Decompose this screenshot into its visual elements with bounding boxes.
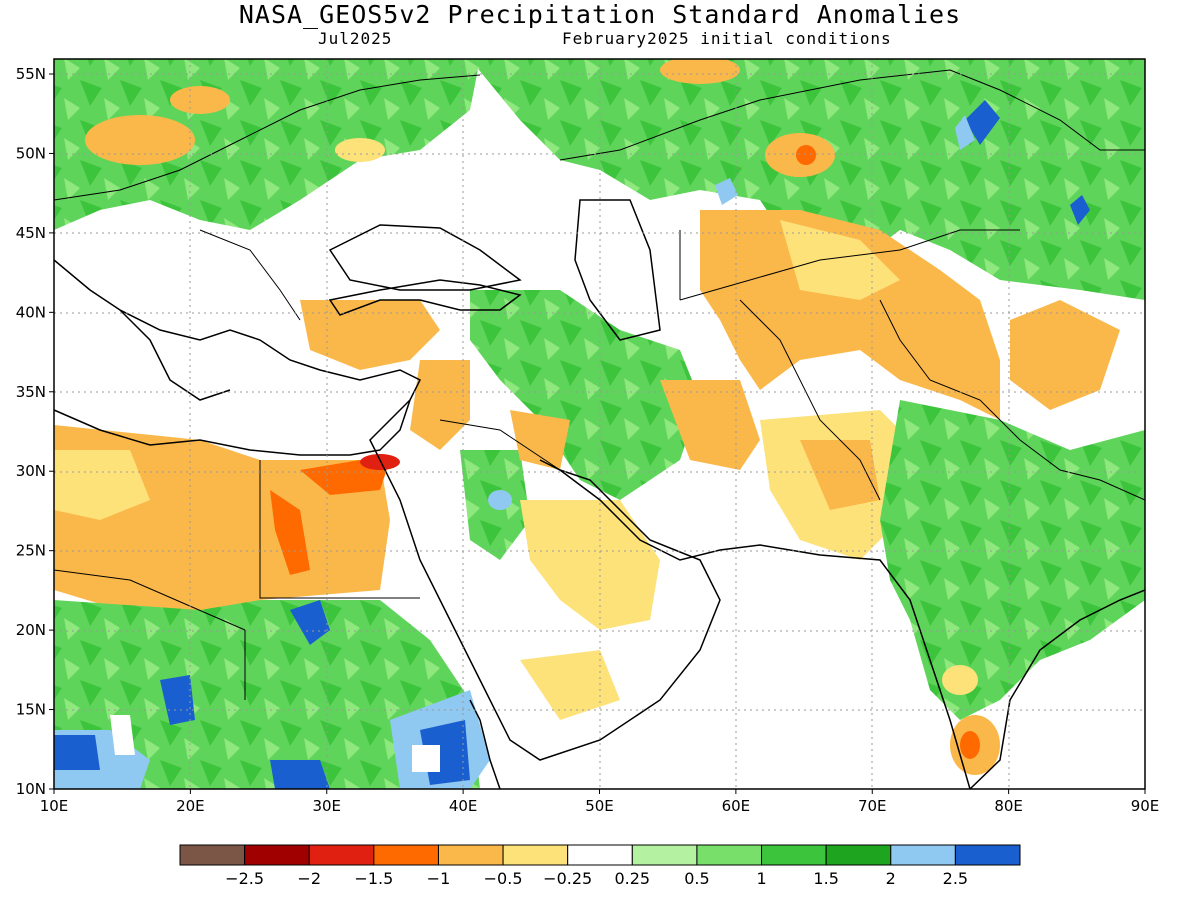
lat-tick-label: 50N	[16, 144, 46, 162]
lon-tick-label: 10E	[40, 797, 69, 815]
colorbar-label: 2.5	[943, 869, 968, 888]
latitude-axis: 10N 15N 20N 25N 30N 35N 40N 45N 50N 55N	[16, 65, 54, 798]
colorbar-swatch	[437, 844, 504, 866]
lon-tick-label: 50E	[585, 797, 614, 815]
colorbar-swatch	[502, 844, 569, 866]
colorbar-label: 1.5	[813, 869, 838, 888]
colorbar-swatch	[631, 844, 698, 866]
lat-tick-label: 30N	[16, 462, 46, 480]
colorbar: −2.5 −2 −1.5 −1 −0.5 −0.25 0.25 0.5 1 1.5 2 2.5	[179, 844, 1021, 888]
colorbar-label: −2.5	[225, 869, 264, 888]
colorbar-label: −1	[427, 869, 451, 888]
lon-tick-label: 60E	[722, 797, 751, 815]
lat-tick-label: 15N	[16, 701, 46, 719]
colorbar-label: 0.25	[614, 869, 650, 888]
colorbar-swatch	[308, 844, 375, 866]
colorbar-label: −2	[297, 869, 321, 888]
lon-tick-label: 70E	[858, 797, 887, 815]
colorbar-label: 0.5	[684, 869, 709, 888]
lat-tick-label: 20N	[16, 621, 46, 639]
coastlines	[54, 199, 1145, 789]
longitude-axis: 10E 20E 30E 40E 50E 60E 70E 80E 90E	[40, 789, 1160, 815]
colorbar-swatch	[954, 844, 1021, 866]
borders	[54, 69, 1145, 700]
anomaly-field	[54, 59, 1145, 789]
colorbar-swatch	[244, 844, 310, 866]
lon-tick-label: 30E	[312, 797, 341, 815]
lat-tick-label: 45N	[16, 224, 46, 242]
colorbar-swatch	[179, 844, 246, 866]
colorbar-swatch	[825, 844, 892, 866]
forecast-month: Jul2025	[318, 29, 393, 48]
lon-tick-label: 90E	[1131, 797, 1160, 815]
colorbar-label: 2	[886, 869, 896, 888]
gridlines	[54, 59, 1145, 789]
initial-conditions: February2025 initial conditions	[562, 29, 892, 48]
lat-tick-label: 25N	[16, 542, 46, 560]
lon-tick-label: 20E	[176, 797, 205, 815]
colorbar-swatch	[567, 844, 633, 866]
colorbar-swatch	[373, 844, 439, 866]
lat-tick-label: 35N	[16, 383, 46, 401]
lat-tick-label: 10N	[16, 780, 46, 798]
map-title: NASA_GEOS5v2 Precipitation Standard Anom…	[238, 0, 962, 29]
lat-tick-label: 40N	[16, 303, 46, 321]
lon-tick-label: 80E	[994, 797, 1023, 815]
colorbar-label: −0.5	[484, 869, 523, 888]
colorbar-label: −0.25	[543, 869, 592, 888]
lon-tick-label: 40E	[449, 797, 478, 815]
colorbar-swatch	[890, 844, 956, 866]
lat-tick-label: 55N	[16, 65, 46, 83]
colorbar-swatch	[696, 844, 763, 866]
colorbar-label: 1	[756, 869, 766, 888]
colorbar-swatch	[761, 844, 827, 866]
colorbar-label: −1.5	[354, 869, 393, 888]
